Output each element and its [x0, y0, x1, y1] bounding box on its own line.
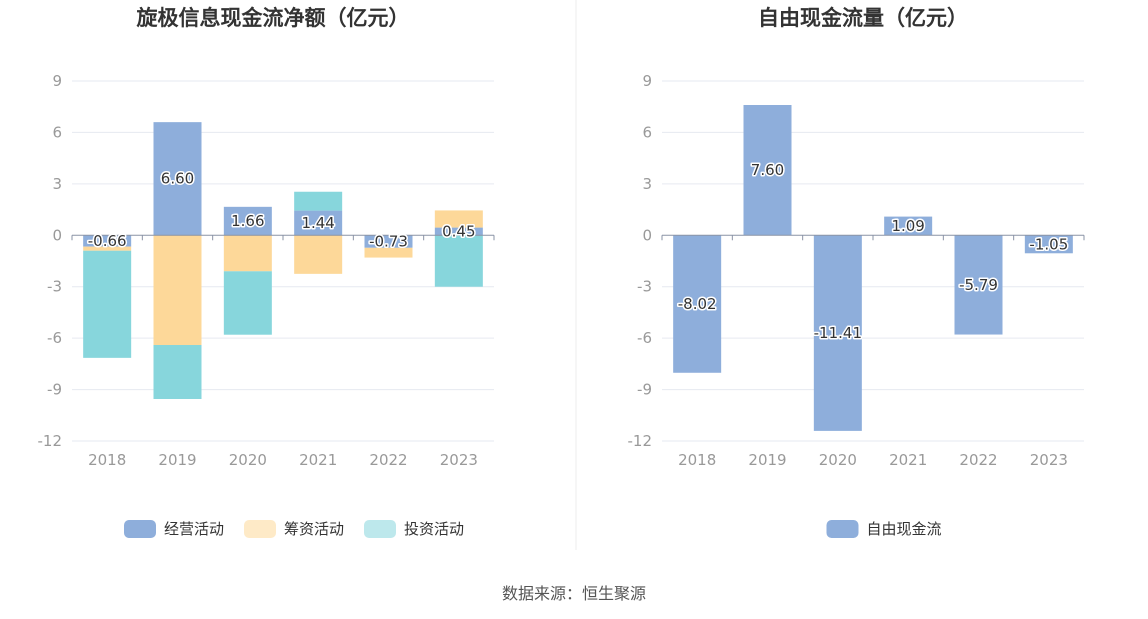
y-tick-label: 3 [52, 175, 62, 193]
y-tick-label: 6 [52, 123, 62, 141]
data-label: -11.41 [814, 324, 862, 342]
x-tick-label: 2018 [88, 451, 126, 469]
bar-筹资活动-2021 [294, 235, 343, 274]
data-label: 6.60 [161, 170, 194, 188]
data-source-note: 数据来源：恒生聚源 [501, 584, 646, 603]
bar-自由现金流-2020 [813, 235, 862, 431]
data-label: 0.45 [442, 222, 475, 240]
bar-筹资活动-2019 [153, 235, 202, 345]
y-tick-label: -6 [637, 329, 652, 347]
data-label: 1.09 [891, 217, 924, 235]
free-cashflow-chart: 自由现金流量（亿元） 9 6 3 0 -3 -6 -9 -12 2018 2019 2020 2021… [628, 6, 1085, 538]
legend-swatch [826, 520, 859, 538]
y-tick-label: 6 [642, 123, 652, 141]
data-label: -8.02 [678, 295, 717, 313]
bar-筹资活动-2022 [364, 247, 413, 258]
y-tick-label: 0 [642, 226, 652, 244]
x-tick-label: 2020 [819, 451, 857, 469]
y-tick-label: 9 [642, 72, 652, 90]
bar-投资活动-2018 [83, 250, 132, 358]
bar-筹资活动-2020 [223, 235, 272, 272]
y-tick-label: -3 [637, 278, 652, 296]
y-tick-label: 9 [52, 72, 62, 90]
x-tick-label: 2019 [748, 451, 786, 469]
chart-title: 旋极信息现金流净额（亿元） [136, 6, 410, 30]
y-tick-label: -12 [628, 432, 653, 450]
legend-item[interactable]: 投资活动 [364, 520, 464, 538]
bar-筹资活动-2023 [434, 210, 483, 228]
y-tick-label: -9 [637, 381, 652, 399]
x-tick-label: 2019 [158, 451, 196, 469]
legend-label: 经营活动 [164, 520, 224, 538]
y-tick-label: -6 [47, 329, 62, 347]
bar-投资活动-2020 [223, 271, 272, 335]
x-tick-label: 2023 [440, 451, 478, 469]
bar-自由现金流-2022 [954, 235, 1003, 335]
y-tick-label: 0 [52, 226, 62, 244]
x-tick-label: 2022 [369, 451, 407, 469]
y-tick-label: -9 [47, 381, 62, 399]
bar-筹资活动-2018 [83, 246, 132, 251]
bar-投资活动-2021 [294, 191, 343, 211]
y-tick-label: -12 [38, 432, 63, 450]
x-tick-label: 2022 [959, 451, 997, 469]
data-label: -1.05 [1029, 235, 1068, 253]
bar-自由现金流-2023 [1024, 235, 1073, 254]
legend-item[interactable]: 经营活动 [124, 520, 224, 538]
data-label: -5.79 [959, 276, 998, 294]
bar-投资活动-2019 [153, 345, 202, 399]
bar-经营活动-2023 [434, 227, 483, 236]
x-tick-label: 2020 [229, 451, 267, 469]
legend-swatch [244, 520, 276, 538]
x-tick-label: 2023 [1030, 451, 1068, 469]
legend-item[interactable]: 筹资活动 [244, 520, 344, 538]
bar-经营活动-2019 [153, 122, 202, 236]
bar-经营活动-2018 [83, 235, 132, 247]
bar-经营活动-2022 [364, 235, 413, 248]
bar-经营活动-2021 [294, 210, 343, 236]
data-label: 1.44 [301, 214, 334, 232]
legend-label: 投资活动 [404, 520, 464, 538]
data-label: 1.66 [231, 212, 264, 230]
legend-swatch [124, 520, 156, 538]
x-tick-label: 2021 [889, 451, 927, 469]
legend-label: 筹资活动 [284, 520, 344, 538]
bar-投资活动-2023 [434, 235, 483, 287]
data-label: -0.66 [88, 232, 127, 250]
y-tick-label: 3 [642, 175, 652, 193]
legend-swatch [364, 520, 396, 538]
data-label: 7.60 [751, 161, 784, 179]
legend-label: 自由现金流 [867, 520, 942, 538]
net-cashflow-chart: 旋极信息现金流净额（亿元） 9 6 3 0 -3 -6 -9 -12 2018 2019 2020 2… [38, 6, 495, 538]
x-tick-label: 2018 [678, 451, 716, 469]
bar-自由现金流-2019 [743, 105, 792, 236]
data-label: -0.73 [369, 233, 408, 251]
legend-item[interactable]: 自由现金流 [826, 520, 942, 538]
bar-自由现金流-2018 [673, 235, 722, 373]
y-tick-label: -3 [47, 278, 62, 296]
bar-经营活动-2020 [223, 206, 272, 236]
x-tick-label: 2021 [299, 451, 337, 469]
bar-自由现金流-2021 [884, 216, 933, 236]
chart-title: 自由现金流量（亿元） [758, 6, 968, 30]
